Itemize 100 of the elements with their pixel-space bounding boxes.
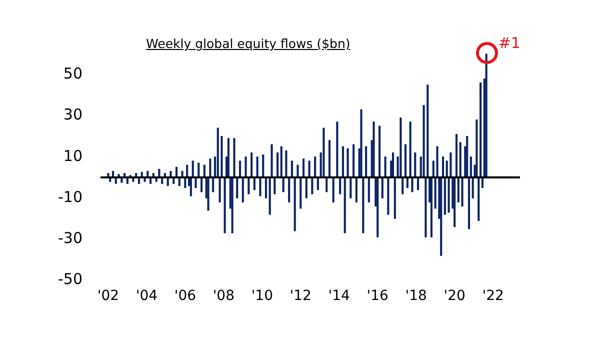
bar <box>198 162 200 178</box>
bar <box>276 152 279 178</box>
bar <box>444 177 446 215</box>
y-tick-label: -10 <box>58 188 82 206</box>
bar <box>400 117 402 178</box>
x-tick-label: '06 <box>174 288 196 304</box>
bar <box>231 177 234 234</box>
bar <box>450 152 452 178</box>
bar <box>454 177 456 228</box>
chart-title: Weekly global equity flows ($bn) <box>146 36 350 51</box>
bar <box>242 177 244 202</box>
bar <box>262 154 264 178</box>
bar <box>442 156 444 178</box>
bar <box>470 156 472 178</box>
bar <box>409 122 412 178</box>
bar <box>448 177 450 213</box>
bar <box>207 177 210 211</box>
bar <box>392 152 394 178</box>
y-tick-label: -50 <box>58 270 82 288</box>
y-tick-label: 50 <box>63 64 82 83</box>
bar <box>264 177 268 198</box>
bar <box>368 177 370 202</box>
bar <box>192 160 194 178</box>
bar <box>280 146 282 178</box>
bar <box>216 128 219 178</box>
x-tick-label: '22 <box>482 288 504 304</box>
bar <box>459 142 462 178</box>
bar <box>466 136 468 178</box>
bar <box>457 177 460 202</box>
bar <box>322 128 325 178</box>
bar <box>250 152 253 178</box>
bar <box>365 146 368 178</box>
bar <box>350 177 352 198</box>
bar <box>344 177 346 234</box>
bar <box>372 122 375 178</box>
bar <box>270 144 273 178</box>
bar <box>288 177 290 202</box>
x-tick-label: '12 <box>290 288 312 304</box>
bar <box>346 148 349 178</box>
bar <box>294 177 296 232</box>
x-tick-label: '08 <box>212 288 234 304</box>
bar <box>300 177 302 209</box>
bar <box>414 152 416 178</box>
bar <box>256 156 258 178</box>
bar <box>478 177 480 221</box>
bar <box>360 109 362 178</box>
bar <box>190 177 192 196</box>
bar <box>352 144 355 178</box>
x-tick-label: '14 <box>328 288 350 304</box>
bar <box>426 84 429 178</box>
x-tick-label: '20 <box>444 288 466 304</box>
x-tick-label: '16 <box>366 288 389 304</box>
bar <box>236 177 238 198</box>
bar <box>362 177 364 234</box>
y-tick-label: 30 <box>63 106 82 124</box>
y-tick-label: -30 <box>58 228 82 247</box>
x-tick-label: '10 <box>251 288 273 304</box>
bar <box>209 158 212 178</box>
bar <box>468 177 470 230</box>
bar <box>472 177 474 198</box>
x-tick-label: '04 <box>136 288 158 304</box>
bar <box>227 138 230 178</box>
bar <box>404 144 407 178</box>
bar <box>430 177 433 238</box>
bar <box>381 177 384 198</box>
bar <box>461 177 464 207</box>
bar <box>259 177 262 196</box>
bar <box>455 134 458 178</box>
bar <box>376 177 379 238</box>
bar <box>332 177 334 202</box>
bar <box>384 156 386 178</box>
bar <box>305 177 308 198</box>
x-tick-label: '02 <box>97 288 120 304</box>
bar <box>314 156 316 178</box>
bar <box>411 177 414 192</box>
annotation: #1 <box>498 34 520 52</box>
bar <box>224 177 226 234</box>
bar <box>387 177 390 215</box>
bar <box>290 160 293 178</box>
bar <box>485 54 488 178</box>
bar <box>285 150 288 178</box>
bar <box>424 177 427 238</box>
bar <box>218 177 221 202</box>
bar <box>233 138 236 178</box>
bar <box>238 160 242 178</box>
bar <box>355 177 358 202</box>
x-tick-label: '18 <box>405 288 427 304</box>
y-tick-label: 10 <box>63 146 82 165</box>
bar <box>394 177 396 219</box>
bar <box>244 156 247 178</box>
bar <box>476 120 478 178</box>
bar <box>480 82 482 178</box>
bar <box>268 177 271 215</box>
bar <box>436 146 438 178</box>
bar <box>378 126 381 178</box>
bar <box>440 177 442 256</box>
bar <box>336 122 338 178</box>
bar <box>328 140 331 178</box>
bar <box>302 158 305 178</box>
bar <box>308 160 310 178</box>
